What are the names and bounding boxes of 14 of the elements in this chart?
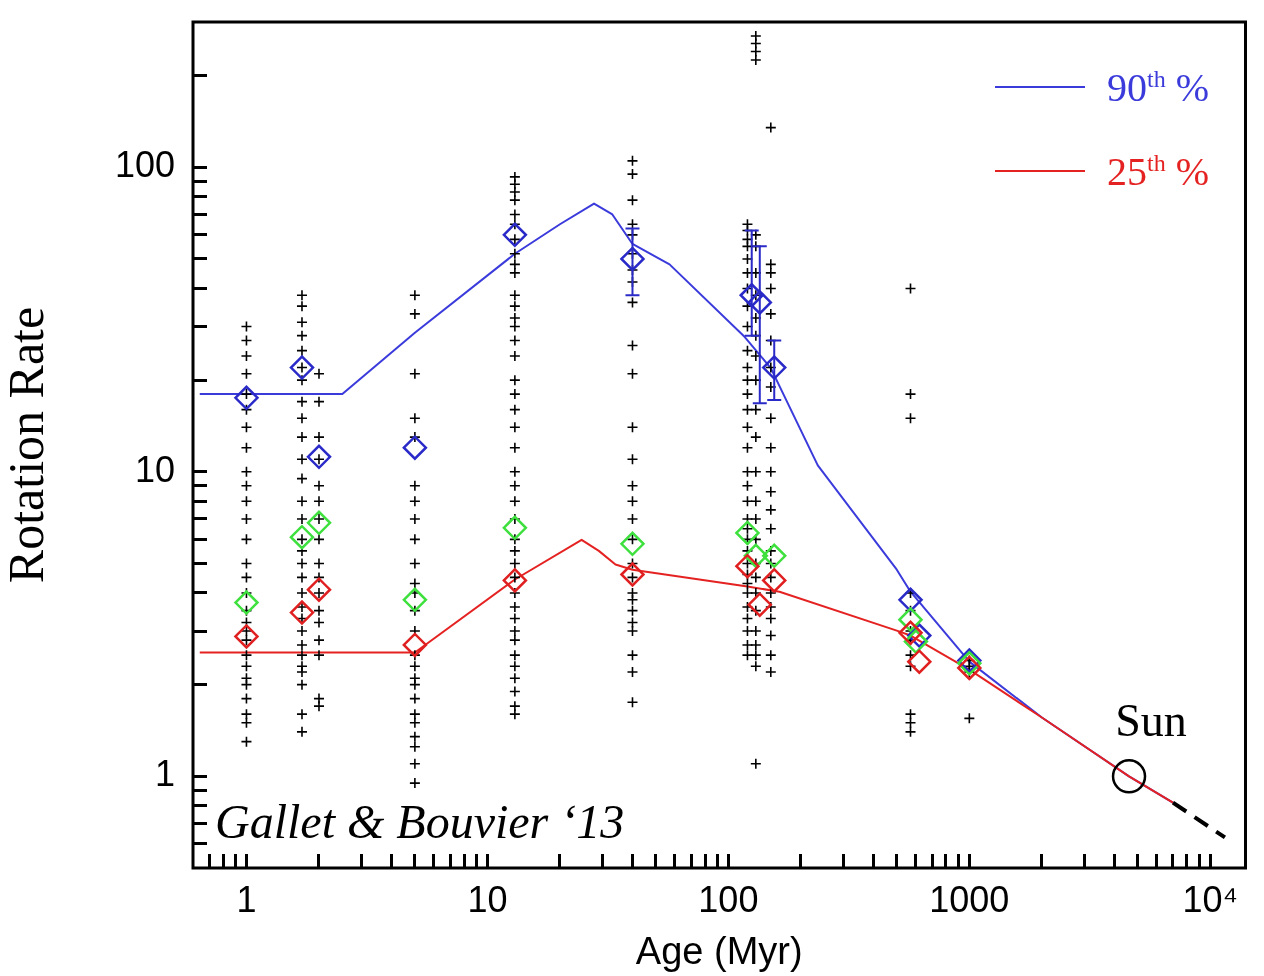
y-tick-label: 1 [154, 753, 175, 795]
y-tick-label: 100 [114, 144, 175, 186]
y-tick-label: 10 [134, 448, 175, 490]
legend-label: 90$^{th}$ % [1107, 63, 1209, 111]
x-axis-title: Age (Myr) [635, 929, 803, 972]
x-tick-label: 10 [467, 878, 508, 920]
annotation: Gallet & Bouvier ‘13 [215, 795, 625, 848]
x-tick-label: 1 [236, 878, 257, 920]
x-tick-label: 10⁴ [1182, 878, 1239, 920]
x-tick-label: 100 [698, 878, 759, 920]
legend-label: 25$^{th}$ % [1107, 147, 1209, 195]
annotation: Sun [1115, 695, 1187, 747]
y-axis-title: Rotation Rate [0, 306, 55, 584]
x-tick-label: 1000 [929, 878, 1010, 920]
